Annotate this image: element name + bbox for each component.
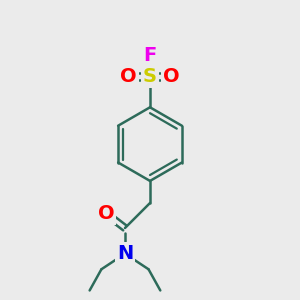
Text: S: S: [143, 67, 157, 86]
Text: O: O: [98, 204, 114, 223]
Text: O: O: [163, 67, 179, 86]
Text: O: O: [121, 67, 137, 86]
Text: N: N: [117, 244, 133, 262]
Text: F: F: [143, 46, 157, 65]
